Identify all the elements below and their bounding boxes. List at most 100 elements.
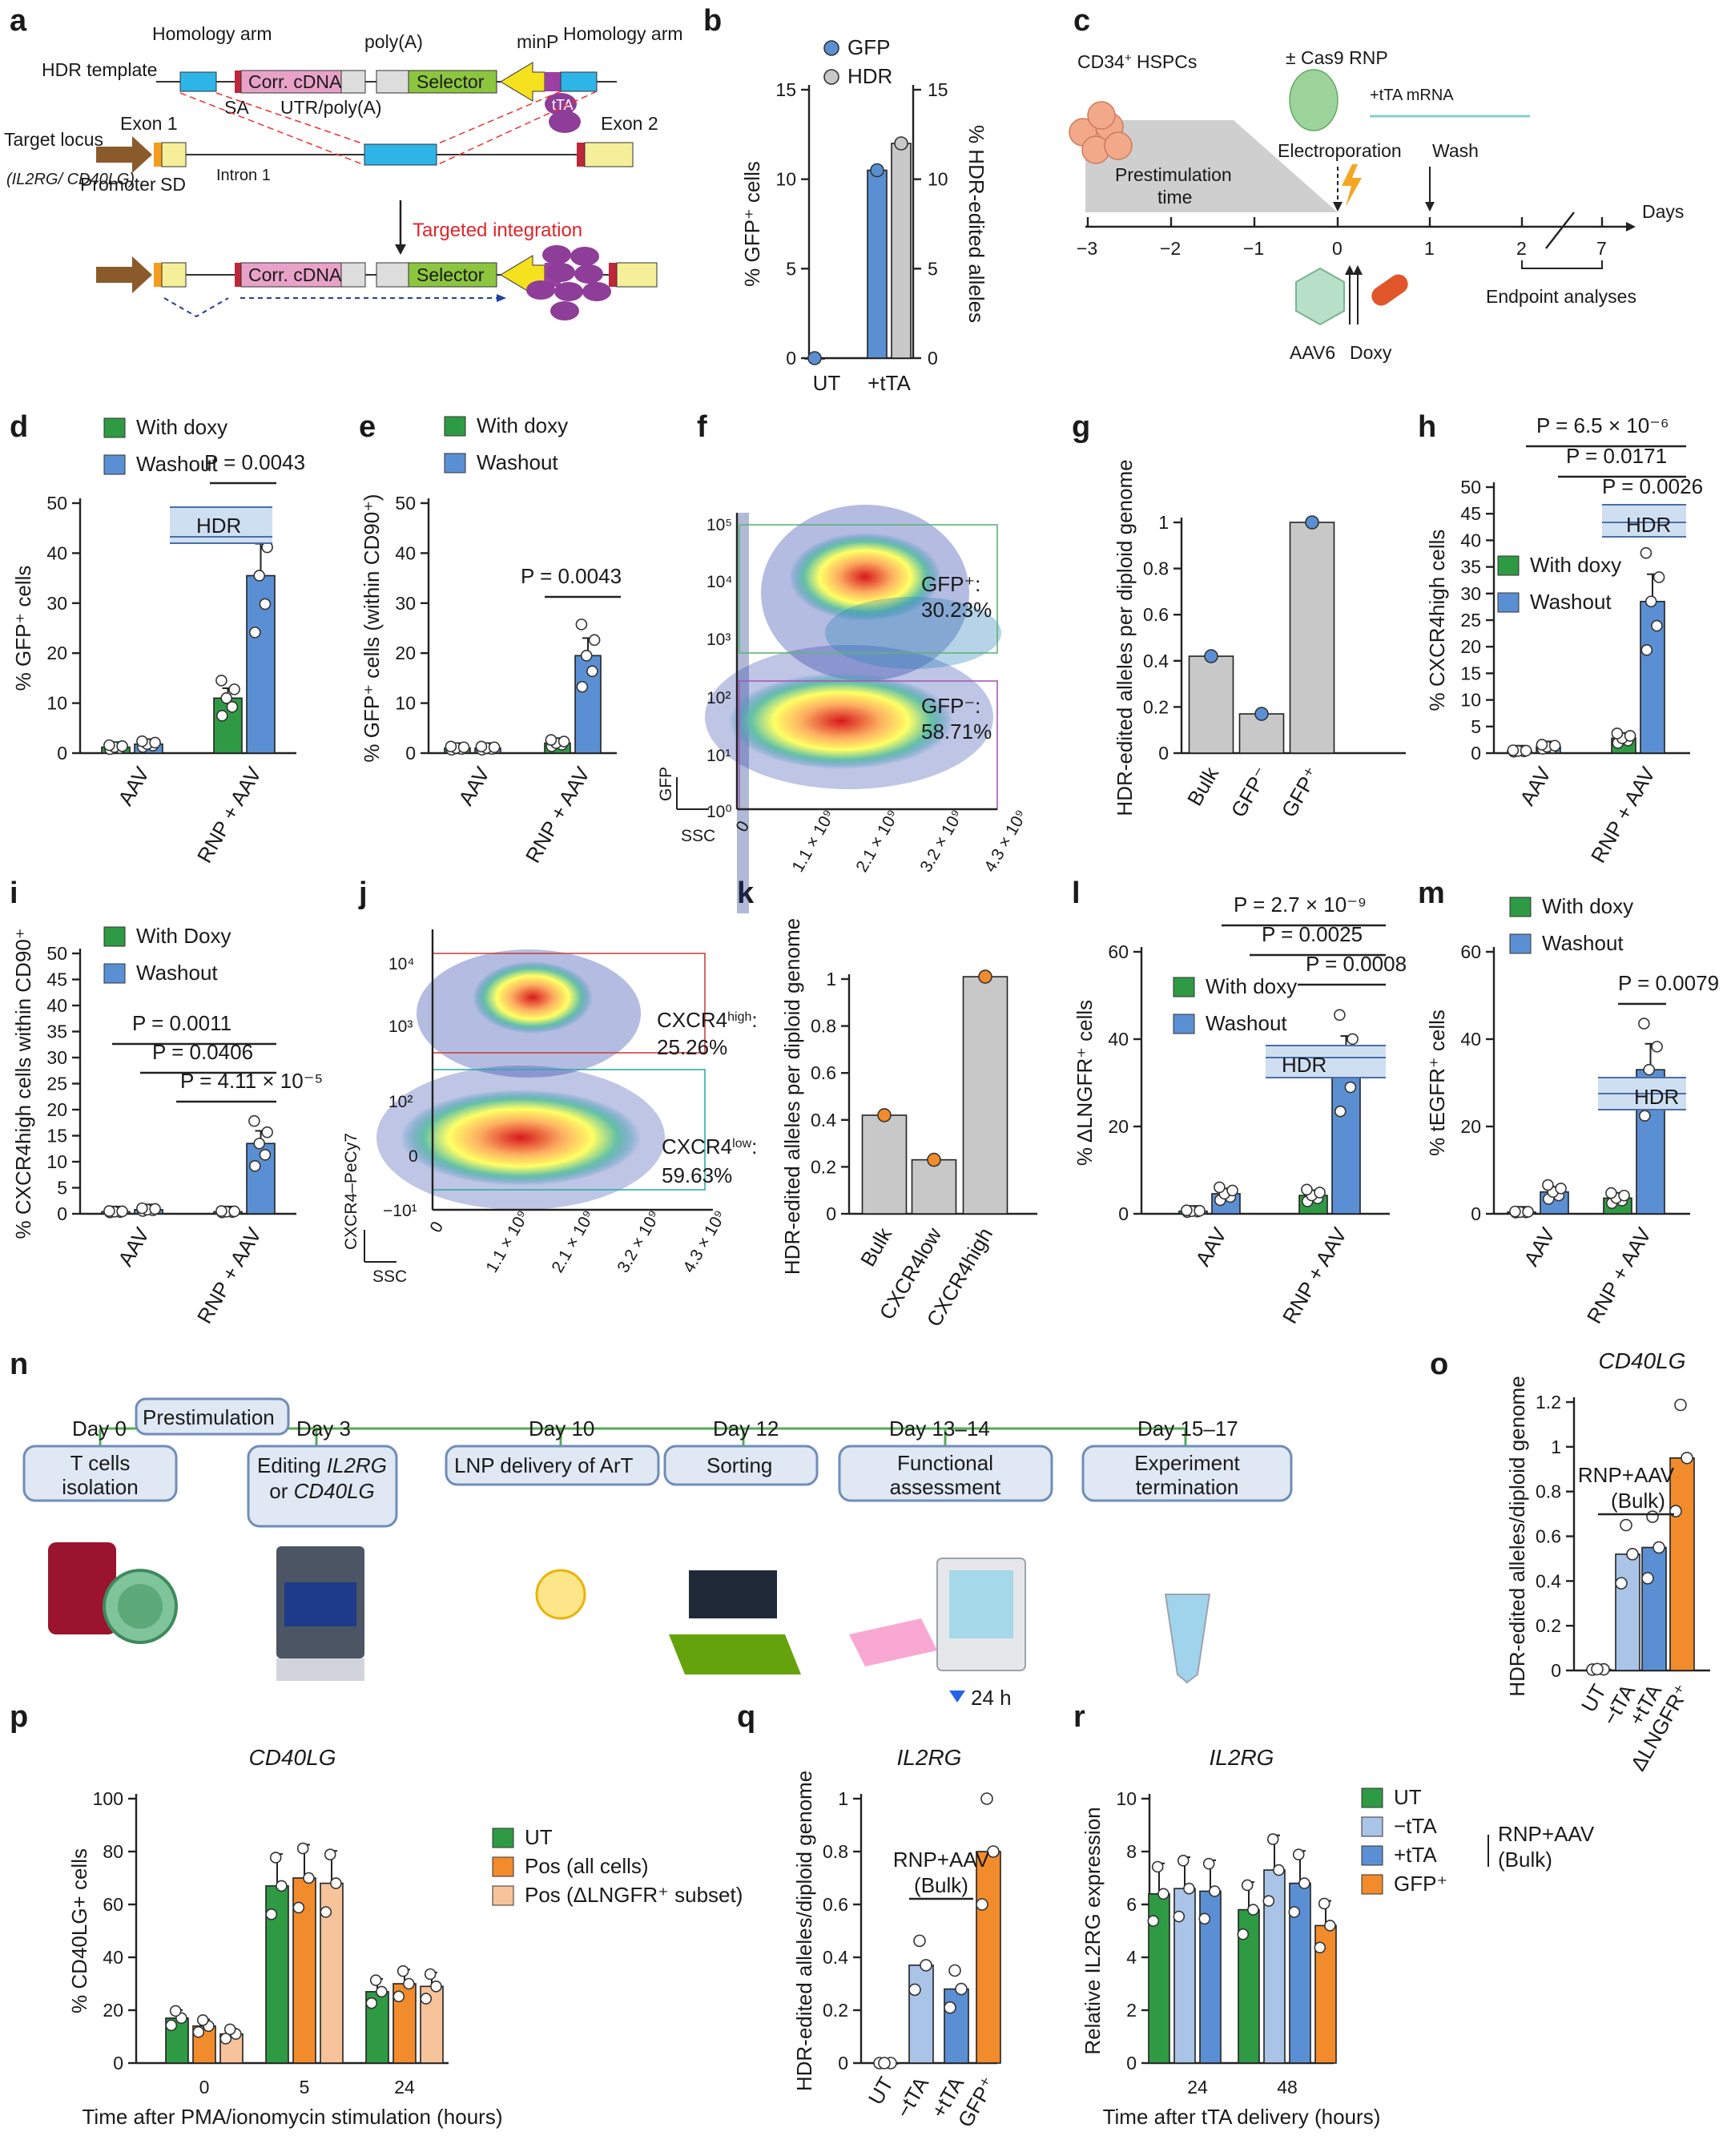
ylabel-i: % CXCR4high cells within CD90⁺ xyxy=(11,929,35,1239)
point-q-3 xyxy=(976,1898,988,1911)
annotation-e-0: P = 0.0043 xyxy=(521,564,622,588)
legend-label-i-0: With Doxy xyxy=(136,924,231,948)
legend-swatch-p-2 xyxy=(492,1885,514,1906)
annotation-i-2: P = 4.11 × 10⁻⁵ xyxy=(180,1069,323,1093)
n-step-box-4 xyxy=(663,1445,819,1486)
point-r-1-3 xyxy=(1324,1920,1336,1932)
ytick-label-o: 0.8 xyxy=(1536,1481,1561,1502)
annotation-l-0: P = 2.7 × 10⁻⁹ xyxy=(1234,893,1367,917)
xtick-label-r-0: 24 xyxy=(1187,2077,1208,2098)
ytick-label-d: 10 xyxy=(46,693,67,714)
bar-b-1-1 xyxy=(891,143,912,359)
n-day-10: Day 10 xyxy=(529,1417,594,1441)
legend-label-b-1: HDR xyxy=(847,64,892,88)
sd-label: SD xyxy=(160,174,186,195)
y2label-b: % HDR-edited alleles xyxy=(964,125,988,323)
point-p-2-2 xyxy=(430,1981,442,1993)
point-p-1-0 xyxy=(265,1908,278,1920)
y2tick-label-b: 0 xyxy=(928,348,938,369)
point-p-2-0 xyxy=(365,1997,378,2009)
point-p-2-2 xyxy=(424,1968,437,1981)
ytick-label-e: 40 xyxy=(395,542,416,563)
ytick-label-p: 80 xyxy=(103,1841,123,1862)
point-e-0-1 xyxy=(488,741,501,754)
ytick-label-d: 30 xyxy=(46,593,67,614)
f-gate-high: GFP⁺: xyxy=(921,572,980,596)
bar-r-0-1 xyxy=(1173,1888,1196,2064)
corr-cdna-label: Corr. cDNA xyxy=(248,71,342,92)
annotation-i-1: P = 0.0406 xyxy=(152,1040,253,1064)
n-day-13-14: Day 13–14 xyxy=(889,1417,990,1441)
ytick-label-p: 40 xyxy=(103,1947,123,1968)
n-step-2b: or CD40LG xyxy=(269,1479,375,1503)
legend-label-r-2: +tTA xyxy=(1394,1843,1437,1867)
ytick-label-b: 15 xyxy=(775,79,796,100)
point-p-2-1 xyxy=(403,1977,415,1990)
ylabel-o: HDR-edited alleles/diploid genome xyxy=(1505,1376,1529,1696)
homology-arm-right-label: Homology arm xyxy=(563,23,683,44)
point-p-1-1 xyxy=(303,1872,315,1884)
ytick-label-q: 1 xyxy=(838,1788,848,1809)
f-xlabel: SSC xyxy=(681,827,715,845)
bar-k-0 xyxy=(861,1114,908,1215)
point-p-2-2 xyxy=(420,1993,433,2005)
legend-swatch-m-0 xyxy=(1509,897,1532,917)
legend-swatch-e-1 xyxy=(444,453,466,474)
point-q-1 xyxy=(920,1959,932,1972)
ylabel-m: % tEGFR⁺ cells xyxy=(1425,1009,1449,1156)
c-cells-label: CD34+ HSPCs xyxy=(1077,51,1197,73)
point-o-1 xyxy=(1626,1548,1639,1561)
legend-swatch-r-2 xyxy=(1361,1845,1383,1866)
n-step-5a: Functional xyxy=(897,1451,993,1475)
ytick-label-i: 25 xyxy=(46,1074,67,1094)
point-d-0-1 xyxy=(136,735,148,748)
bar-g-2 xyxy=(1289,522,1335,754)
ytick-label-g: 0.2 xyxy=(1143,696,1169,717)
f-ytick-5: 10¹ xyxy=(706,747,731,765)
point-q-1 xyxy=(908,1983,921,1997)
xtick-label-b-1: +tTA xyxy=(868,371,911,395)
annotation-h-0: P = 6.5 × 10⁻⁶ xyxy=(1536,413,1669,437)
ytick-label-o: 0 xyxy=(1551,1660,1561,1681)
legend-swatch-p-1 xyxy=(492,1856,514,1877)
bar-k-1 xyxy=(911,1159,957,1215)
point-m-0-1 xyxy=(1555,1183,1567,1195)
legend-swatch-m-1 xyxy=(1509,933,1532,954)
legend-swatch-i-0 xyxy=(103,926,126,947)
panel-letter-j: j xyxy=(358,877,368,910)
point-r-1-1 xyxy=(1262,1895,1275,1907)
bar-q-2 xyxy=(944,1988,969,2064)
j-ylabel: CXCR4–PeCy7 xyxy=(342,1133,360,1250)
point-m-1-1 xyxy=(1651,1041,1663,1053)
panel-letter-h: h xyxy=(1418,410,1436,444)
n-day-12: Day 12 xyxy=(713,1417,779,1441)
y2tick-label-b: 10 xyxy=(928,169,948,190)
ytick-label-i: 0 xyxy=(57,1203,67,1224)
selector-label: Selector xyxy=(417,71,485,92)
point-h-1-0 xyxy=(1624,730,1636,742)
legend-swatch-r-3 xyxy=(1361,1874,1383,1895)
point-d-1-1 xyxy=(259,598,272,611)
point-e-1-1 xyxy=(588,634,601,647)
ytick-label-h: 15 xyxy=(1460,663,1481,683)
legend-b: GFP HDR xyxy=(823,35,892,88)
ytick-label-l: 20 xyxy=(1108,1116,1129,1137)
point-r-1-0 xyxy=(1247,1904,1259,1916)
f-ytick-4: 10² xyxy=(706,689,731,707)
hdr-template-label: HDR template xyxy=(42,59,157,80)
panel-letter-c: c xyxy=(1073,4,1090,38)
ytick-label-r: 10 xyxy=(1116,1788,1137,1809)
ytick-label-p: 0 xyxy=(113,2053,123,2073)
legend-swatch-i-1 xyxy=(103,963,126,984)
c-time-label: time xyxy=(1157,187,1192,208)
locus-genes-label: (IL2RG/ CD40LG) xyxy=(6,171,135,188)
legend-label-l-0: With doxy xyxy=(1206,974,1297,998)
point-l-0-1 xyxy=(1226,1184,1238,1197)
chart-p: 0 20 40 60 80 100 % CD40LG+ cells CD40LG 0 5 24 Tim… xyxy=(67,1745,502,2129)
annotation-r-0b: (Bulk) xyxy=(1498,1848,1552,1872)
n-step-box-3 xyxy=(445,1445,660,1486)
target-locus-label: Target locus xyxy=(4,129,103,150)
point-p-0-1 xyxy=(196,2014,209,2026)
legend-swatch-p-0 xyxy=(492,1828,514,1848)
